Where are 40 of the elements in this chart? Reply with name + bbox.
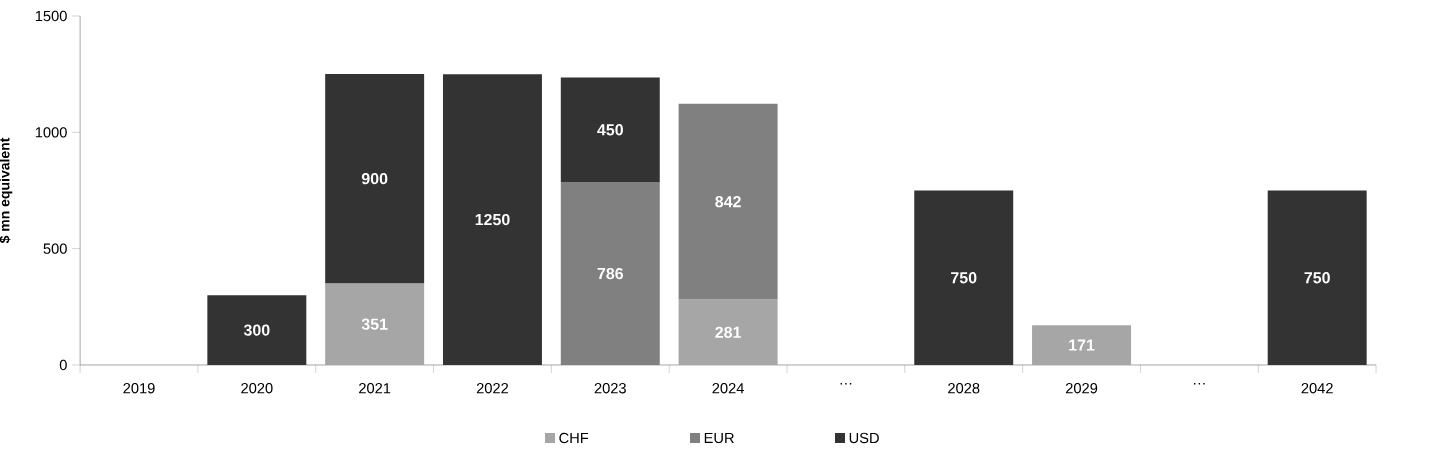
legend-label: CHF [559,432,589,444]
y-tick-label: 0 [59,359,67,371]
x-tick-label: 2022 [476,383,509,394]
data-label: 351 [361,318,388,330]
x-tick-label: 2021 [359,383,391,394]
x-tick-label: 2019 [123,383,155,394]
bar [325,73,425,284]
data-label: 750 [1304,272,1330,284]
data-label: 842 [715,196,741,208]
data-label: 786 [597,267,624,280]
legend-label: USD [849,432,879,444]
y-tick-label: 1000 [35,127,67,138]
data-label: 450 [597,124,623,136]
x-tick-label: 2024 [712,383,744,394]
data-label: 750 [951,272,977,284]
bar [560,77,660,183]
x-tick-label: … [1194,383,1205,385]
bar [207,295,307,365]
data-label: 281 [715,326,741,338]
bar [678,299,778,365]
bar [325,283,425,365]
legend-label: EUR [704,432,734,444]
bar [442,74,542,365]
x-tick-label: 2023 [594,383,626,394]
y-tick-label: 1500 [35,10,67,22]
bar [560,182,660,365]
y-tick-label: 500 [43,243,67,254]
bar [1032,325,1132,365]
bar [1267,190,1367,365]
data-label: 300 [243,324,270,336]
bar [678,103,778,300]
x-tick-label: 2042 [1301,383,1333,394]
x-tick-label: … [840,383,852,385]
data-label: 171 [1069,339,1095,351]
data-label: 900 [361,172,388,185]
x-tick-label: 2029 [1065,383,1098,394]
bar [914,190,1014,365]
x-tick-label: 2028 [948,383,980,394]
data-label: 1250 [475,213,510,226]
x-tick-label: 2020 [241,383,273,394]
